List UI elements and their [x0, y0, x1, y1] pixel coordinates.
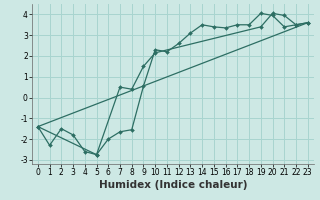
X-axis label: Humidex (Indice chaleur): Humidex (Indice chaleur): [99, 180, 247, 190]
